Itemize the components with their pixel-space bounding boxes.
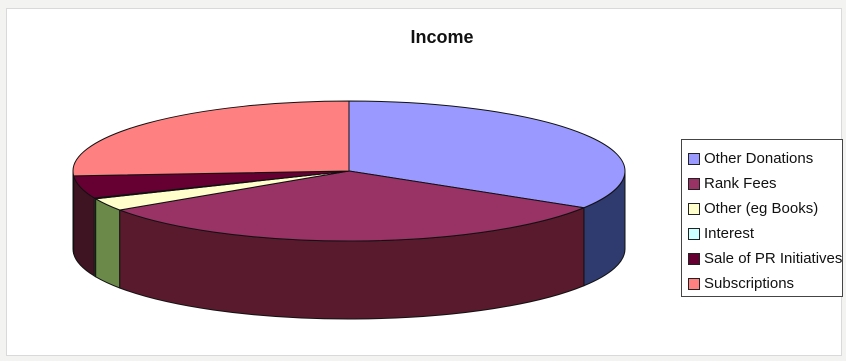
pie-slice-other-donations (348, 100, 626, 209)
pie-slice-rank-fees (117, 170, 586, 242)
legend-label: Rank Fees (704, 175, 777, 192)
chart-area: Income Other Donations Rank Fees Other (eg… (6, 8, 843, 356)
legend: Other Donations Rank Fees Other (eg Books)… (681, 139, 843, 297)
legend-swatch (688, 277, 700, 290)
legend-swatch (688, 177, 700, 190)
legend-swatch (688, 152, 700, 165)
legend-swatch (688, 202, 700, 215)
legend-label: Other Donations (704, 150, 814, 167)
legend-label: Sale of PR Initiatives (704, 250, 843, 267)
legend-item-other-eg-books: Other (eg Books) (688, 196, 842, 221)
legend-swatch (688, 252, 700, 265)
pie-slice-subscriptions (72, 100, 350, 177)
legend-label: Interest (704, 225, 755, 242)
legend-item-sale-of-pr-initiatives: Sale of PR Initiatives (688, 246, 842, 271)
legend-item-rank-fees: Rank Fees (688, 171, 842, 196)
legend-swatch (688, 227, 700, 240)
pie-chart (72, 100, 626, 320)
legend-item-other-donations: Other Donations (688, 146, 842, 171)
legend-item-interest: Interest (688, 221, 842, 246)
legend-label: Subscriptions (704, 275, 795, 292)
legend-label: Other (eg Books) (704, 200, 819, 217)
legend-item-subscriptions: Subscriptions (688, 271, 842, 296)
pie-side-other-eg-books (95, 197, 121, 289)
chart-title: Income (410, 27, 474, 47)
